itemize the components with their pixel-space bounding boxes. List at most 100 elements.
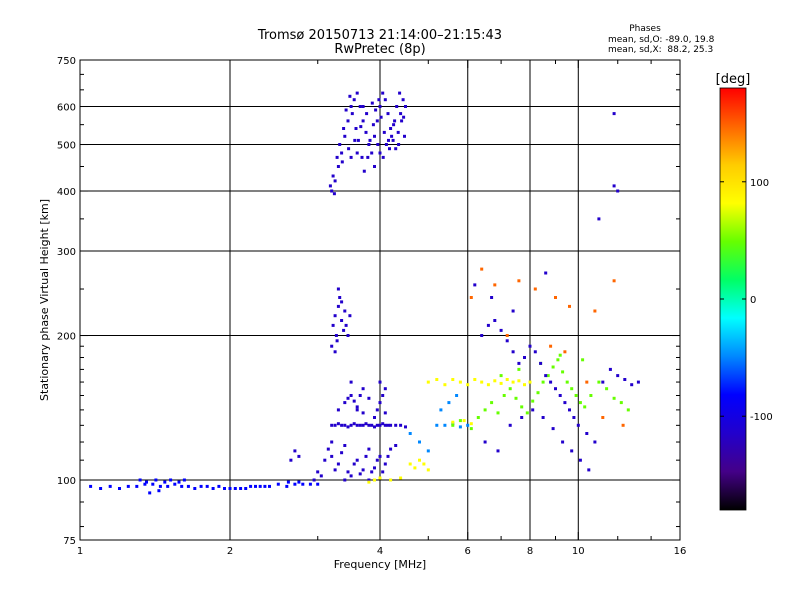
echo-point	[531, 399, 535, 403]
echo-point	[623, 378, 627, 381]
echo-point	[331, 174, 335, 178]
echo-point	[383, 387, 387, 391]
echo-point	[541, 416, 545, 419]
echo-point	[563, 401, 567, 405]
echo-point	[612, 279, 616, 283]
y-tick-label: 200	[57, 332, 76, 343]
echo-point	[551, 365, 555, 369]
echo-point	[364, 454, 368, 458]
echo-point	[391, 138, 395, 142]
echo-point	[126, 484, 130, 488]
chart-subtitle: RwPretec (8p)	[334, 42, 425, 57]
echo-point	[249, 484, 253, 488]
echo-point	[493, 283, 497, 287]
echo-point	[381, 155, 385, 159]
echo-point	[399, 423, 403, 427]
echo-point	[370, 151, 374, 155]
echo-point	[402, 115, 406, 119]
echo-point	[331, 323, 335, 327]
echo-point	[371, 123, 375, 127]
echo-point	[576, 423, 580, 427]
echo-point	[381, 470, 385, 474]
phases-o-line: mean, sd,O: -89.0, 19.8	[608, 35, 715, 45]
echo-point	[469, 422, 473, 426]
echo-point	[367, 396, 371, 400]
echo-point	[346, 425, 350, 429]
echo-point	[616, 374, 620, 378]
echo-point	[517, 379, 521, 383]
echo-point	[404, 425, 407, 429]
echo-point	[616, 189, 620, 193]
echo-point	[361, 468, 365, 472]
echo-point	[551, 427, 555, 431]
echo-point	[387, 138, 390, 142]
colorbar-tick-label: 100	[750, 178, 769, 189]
echo-point	[388, 147, 391, 151]
echo-point	[400, 119, 404, 123]
echo-point	[458, 419, 462, 423]
echo-point	[572, 416, 576, 419]
echo-point	[511, 309, 515, 313]
x-tick-label: 1	[77, 546, 83, 557]
y-tick-label: 100	[57, 476, 76, 487]
echo-point	[546, 374, 550, 378]
echo-point	[393, 119, 397, 123]
echo-point	[520, 416, 524, 419]
echo-point	[297, 480, 301, 484]
echo-point	[346, 470, 350, 474]
echo-point	[511, 380, 515, 384]
echo-point	[350, 112, 354, 116]
echo-point	[347, 147, 351, 151]
echo-point	[233, 487, 237, 490]
echo-point	[408, 432, 412, 435]
echo-point	[517, 361, 521, 365]
echo-point	[335, 155, 339, 159]
echo-point	[333, 423, 337, 427]
echo-point	[568, 408, 571, 412]
echo-point	[466, 423, 470, 427]
echo-point	[508, 387, 512, 391]
echo-point	[316, 470, 320, 474]
echo-point	[355, 405, 359, 409]
echo-point	[480, 380, 484, 384]
echo-point	[508, 423, 512, 427]
echo-point	[158, 484, 162, 488]
echo-point	[276, 482, 280, 486]
echo-point	[612, 112, 616, 116]
echo-point	[394, 444, 398, 447]
echo-point	[364, 422, 368, 426]
echo-point	[223, 487, 226, 490]
echo-point	[378, 151, 382, 155]
echo-point	[166, 484, 170, 488]
echo-point	[353, 138, 357, 142]
echo-point	[330, 454, 334, 458]
echo-point	[404, 105, 407, 108]
echo-point	[565, 380, 569, 384]
echo-point	[578, 401, 582, 405]
echo-point	[338, 143, 342, 146]
echo-point	[344, 323, 348, 327]
echo-point	[443, 423, 447, 427]
echo-point	[186, 484, 190, 488]
echo-point	[480, 267, 484, 271]
echo-point	[443, 383, 447, 387]
echo-point	[533, 350, 537, 354]
echo-point	[383, 462, 387, 466]
echo-point	[143, 482, 147, 486]
echo-point	[523, 356, 526, 359]
y-axis-label: Stationary phase Virtual Height [km]	[38, 199, 51, 401]
echo-point	[601, 380, 605, 384]
echo-point	[333, 179, 337, 183]
echo-point	[549, 380, 553, 384]
echo-point	[399, 112, 403, 116]
echo-point	[328, 184, 332, 188]
echo-point	[336, 165, 340, 168]
echo-point	[392, 123, 396, 127]
echo-point	[426, 380, 430, 384]
echo-point	[517, 367, 521, 371]
echo-point	[370, 470, 374, 474]
y-tick-label: 75	[63, 536, 76, 547]
echo-point	[355, 408, 359, 412]
echo-point	[533, 287, 537, 291]
echo-point	[343, 478, 347, 482]
